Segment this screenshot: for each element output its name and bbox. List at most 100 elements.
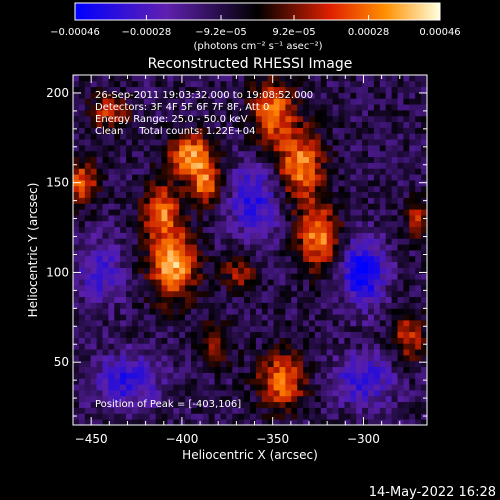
heatmap-cell [102,325,109,333]
heatmap-cell [137,255,145,263]
heatmap-cell [350,203,357,210]
heatmap-cell [90,331,97,338]
heatmap-cell [250,360,257,368]
heatmap-cell [220,150,227,158]
heatmap-cell [267,215,274,222]
heatmap-cell [397,285,404,292]
heatmap-cell [185,320,192,327]
heatmap-cell [120,314,127,321]
heatmap-cell [161,220,168,228]
heatmap-cell [314,285,322,292]
heatmap-cell [285,168,292,175]
heatmap-cell [391,244,398,251]
heatmap-cell [220,296,227,303]
heatmap-cell [421,360,428,368]
heatmap-cell [291,232,298,239]
heatmap-cell [84,337,92,344]
heatmap-cell [338,127,345,134]
heatmap-cell [179,226,186,233]
heatmap-cell [303,314,310,321]
heatmap-cell [137,180,145,187]
heatmap-cell [137,215,145,222]
heatmap-cell [173,378,180,385]
heatmap-cell [273,220,280,228]
heatmap-cell [279,139,286,146]
heatmap-cell [285,413,292,420]
heatmap-cell [214,255,221,263]
heatmap-cell [149,290,156,298]
heatmap-cell [350,226,357,233]
heatmap-cell [232,285,239,292]
heatmap-cell [232,133,239,140]
heatmap-cell [356,232,363,239]
heatmap-cell [202,314,210,321]
heatmap-cell [415,150,422,158]
heatmap-cell [273,215,280,222]
heatmap-cell [132,104,139,111]
heatmap-cell [149,104,156,111]
heatmap-cell [320,92,328,99]
heatmap-cell [297,285,304,292]
heatmap-cell [368,92,375,99]
heatmap-cell [143,127,151,134]
heatmap-cell [155,220,162,228]
heatmap-cell [291,133,298,140]
heatmap-cell [78,127,86,134]
heatmap-cell [409,110,416,117]
heatmap-cell [332,75,339,82]
heatmap-cell [338,325,345,333]
y-tick-label: 100 [46,265,69,279]
heatmap-cell [96,174,103,181]
heatmap-cell [379,145,387,152]
heatmap-cell [208,407,215,414]
heatmap-cell [191,279,198,286]
heatmap-cell [344,279,351,286]
heatmap-cell [314,384,322,391]
heatmap-cell [261,133,269,140]
heatmap-cell [385,325,392,333]
heatmap-cell [362,215,369,222]
heatmap-cell [220,156,227,163]
heatmap-cell [368,80,375,88]
heatmap-cell [191,127,198,134]
heatmap-cell [421,92,428,99]
heatmap-cell [368,127,375,134]
heatmap-cell [179,191,186,198]
heatmap-cell [291,168,298,175]
heatmap-cell [314,174,322,181]
heatmap-cell [320,419,328,426]
heatmap-cell [179,162,186,169]
heatmap-cell [78,273,86,280]
heatmap-cell [96,378,103,385]
heatmap-cell [232,320,239,327]
heatmap-cell [73,331,80,338]
heatmap-cell [73,267,80,274]
heatmap-cell [379,279,387,286]
heatmap-cell [208,168,215,175]
heatmap-cell [137,238,145,245]
heatmap-cell [273,110,280,117]
heatmap-cell [167,343,174,350]
heatmap-cell [368,104,375,111]
heatmap-cell [403,150,410,158]
heatmap-cell [191,226,198,233]
heatmap-cell [185,203,192,210]
heatmap-cell [102,174,109,181]
heatmap-cell [421,209,428,216]
heatmap-cell [332,168,339,175]
heatmap-cell [78,168,86,175]
heatmap-cell [84,92,92,99]
heatmap-cell [344,92,351,99]
heatmap-cell [132,115,139,123]
heatmap-cell [78,209,86,216]
heatmap-cell [291,174,298,181]
heatmap-cell [314,349,322,356]
heatmap-cell [196,372,204,379]
heatmap-cell [250,110,257,117]
heatmap-cell [421,168,428,175]
heatmap-cell [344,314,351,321]
heatmap-cell [267,314,274,321]
heatmap-cell [403,296,410,303]
heatmap-cell [114,378,121,385]
heatmap-cell [391,366,398,373]
